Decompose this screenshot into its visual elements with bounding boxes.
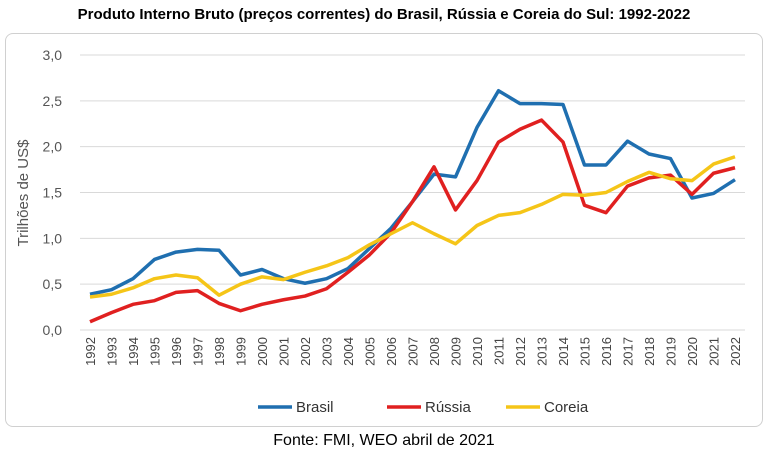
x-tick-label: 2017 <box>621 337 636 366</box>
y-tick-label: 2,0 <box>43 139 63 155</box>
y-tick-label: 0,5 <box>43 276 63 292</box>
x-tick-label: 2021 <box>707 337 722 366</box>
x-tick-label: 2018 <box>642 337 657 366</box>
y-tick-label: 0,0 <box>43 322 63 338</box>
x-tick-label: 2002 <box>298 337 313 366</box>
x-tick-label: 2000 <box>255 337 270 366</box>
x-tick-label: 2015 <box>578 337 593 366</box>
x-tick-label: 2005 <box>363 337 378 366</box>
x-tick-label: 2019 <box>664 337 679 366</box>
chart-source: Fonte: FMI, WEO abril de 2021 <box>273 432 495 449</box>
y-tick-label: 1,0 <box>43 230 63 246</box>
x-tick-label: 2003 <box>320 337 335 366</box>
x-tick-label: 2012 <box>513 337 528 366</box>
x-tick-label: 1998 <box>212 337 227 366</box>
y-axis-label: Trilhões de US$ <box>15 139 32 247</box>
x-tick-label: 1995 <box>148 337 163 366</box>
x-tick-label: 1994 <box>126 337 141 366</box>
x-tick-label: 2013 <box>535 337 550 366</box>
legend-label: Brasil <box>296 399 334 416</box>
x-tick-label: 2011 <box>492 337 507 365</box>
x-tick-label: 1997 <box>191 337 206 366</box>
y-tick-label: 3,0 <box>43 47 63 63</box>
series-line-rússia <box>89 118 736 324</box>
x-tick-label: 2010 <box>470 337 485 366</box>
x-tick-label: 2014 <box>556 337 571 366</box>
y-tick-label: 1,5 <box>43 185 63 201</box>
legend-label: Coreia <box>544 399 589 416</box>
x-tick-label: 2009 <box>449 337 464 366</box>
chart-frame <box>5 33 763 427</box>
x-tick-label: 1996 <box>169 337 184 366</box>
chart-title: Produto Interno Bruto (preços correntes)… <box>77 6 691 23</box>
x-tick-label: 2020 <box>685 337 700 366</box>
x-tick-label: 2007 <box>406 337 421 366</box>
x-tick-label: 1999 <box>234 337 249 366</box>
x-tick-label: 2008 <box>427 337 442 366</box>
x-tick-label: 2016 <box>599 337 614 366</box>
x-tick-label: 1993 <box>105 337 120 366</box>
x-tick-label: 1992 <box>83 337 98 366</box>
y-tick-label: 2,5 <box>43 93 63 109</box>
series-line-coreia <box>89 155 736 299</box>
x-tick-label: 2004 <box>341 337 356 366</box>
x-tick-label: 2022 <box>728 337 743 366</box>
x-tick-label: 2006 <box>384 337 399 366</box>
x-tick-label: 2001 <box>277 337 292 366</box>
legend-label: Rússia <box>425 399 472 416</box>
